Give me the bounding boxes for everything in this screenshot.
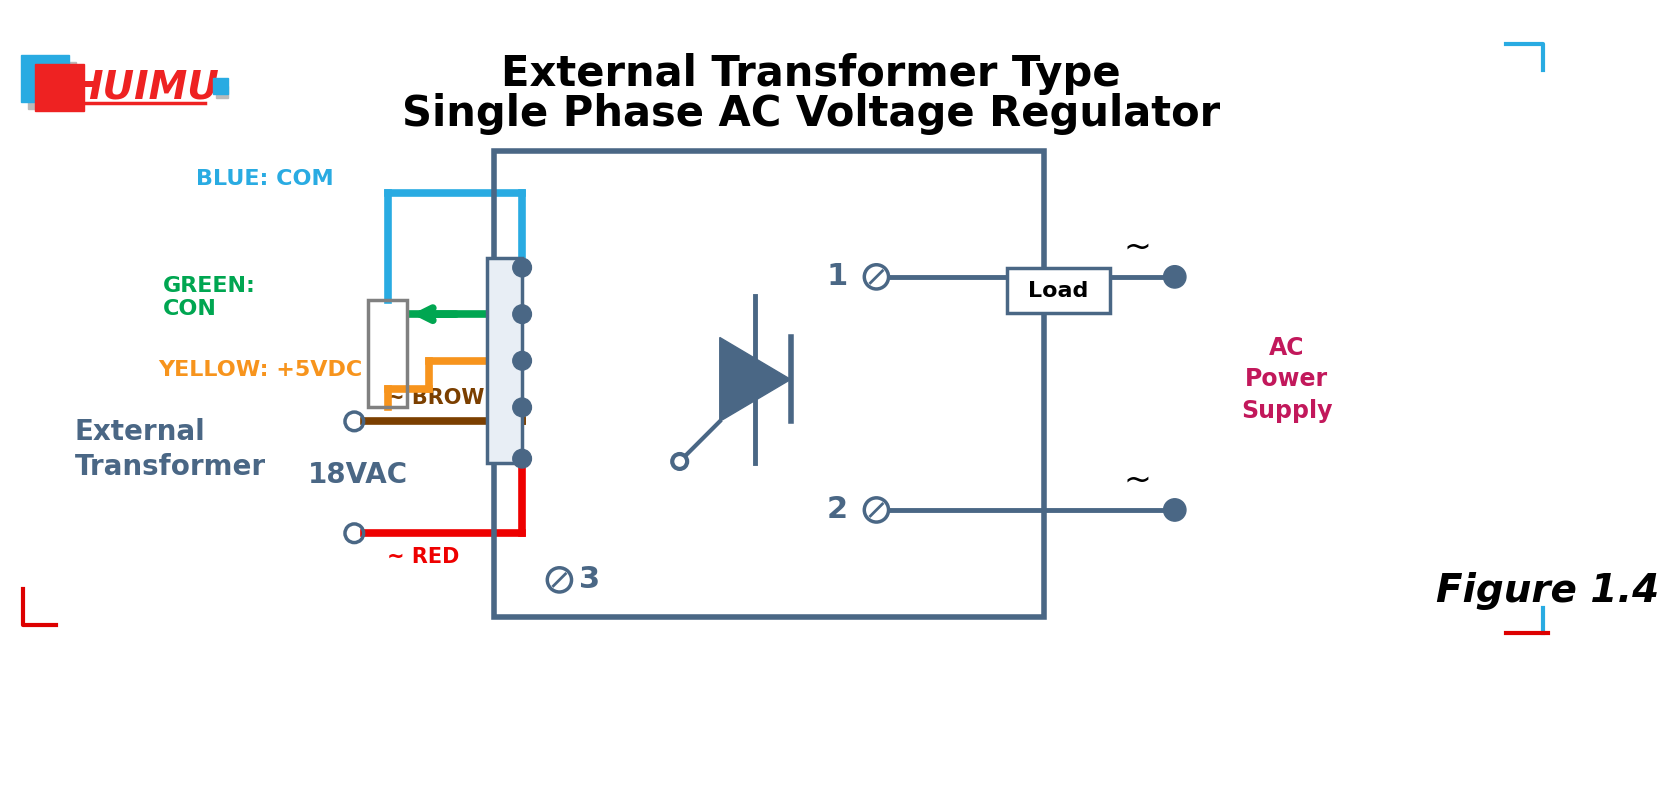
Circle shape (513, 305, 532, 323)
Text: ~ BROWN: ~ BROWN (387, 388, 501, 408)
Text: GREEN:
CON: GREEN: CON (163, 276, 257, 319)
Text: 3: 3 (579, 565, 600, 595)
Circle shape (1164, 499, 1186, 521)
Circle shape (513, 351, 532, 370)
Bar (213, 78, 228, 94)
Circle shape (513, 259, 532, 277)
Bar (486, 259, 522, 464)
Text: External Transformer Type: External Transformer Type (501, 53, 1120, 95)
Circle shape (513, 449, 532, 468)
Bar (216, 85, 228, 98)
Circle shape (513, 398, 532, 417)
Text: 18VAC: 18VAC (307, 460, 408, 488)
Text: ~: ~ (1124, 464, 1152, 496)
Bar (495, 151, 1045, 617)
Text: AC
Power
Supply: AC Power Supply (1241, 336, 1333, 423)
Polygon shape (719, 338, 790, 421)
Text: BLUE: COM: BLUE: COM (196, 169, 334, 189)
Text: ~ RED: ~ RED (387, 547, 459, 567)
Bar (1006, 268, 1110, 314)
Text: 1: 1 (827, 263, 849, 291)
Text: Figure 1.4: Figure 1.4 (1436, 572, 1659, 610)
Text: 2: 2 (827, 496, 849, 524)
Bar (20, 55, 69, 101)
Text: HUIMU: HUIMU (70, 69, 220, 107)
Text: YELLOW: +5VDC: YELLOW: +5VDC (159, 360, 362, 380)
Text: External
Transformer: External Transformer (74, 418, 265, 480)
Bar (35, 65, 84, 111)
Text: Load: Load (1028, 281, 1088, 301)
Text: Single Phase AC Voltage Regulator: Single Phase AC Voltage Regulator (402, 93, 1221, 135)
Circle shape (1164, 266, 1186, 288)
Text: ~: ~ (1124, 231, 1152, 263)
Bar (369, 300, 408, 408)
Bar (29, 62, 77, 109)
